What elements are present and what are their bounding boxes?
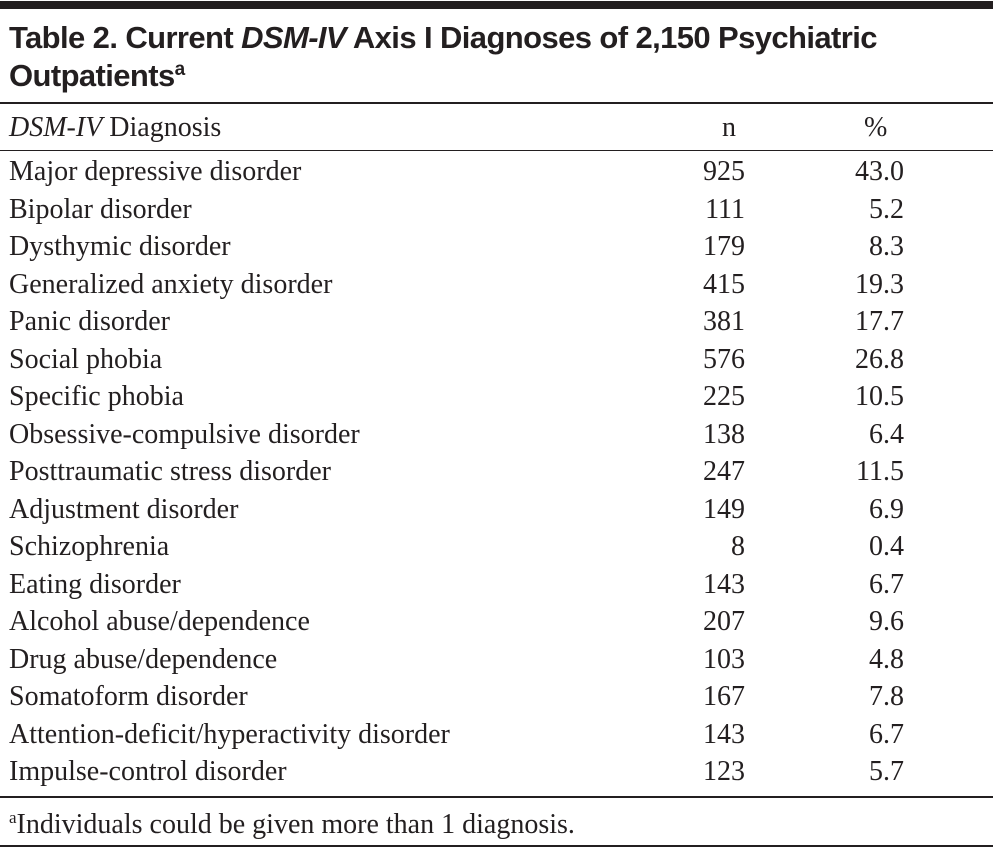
n-cell: 576	[703, 343, 745, 375]
table-row: Specific phobia 225 10.5	[0, 378, 993, 415]
percent-cell: 17.7	[855, 306, 904, 337]
percent-cell: 4.8	[869, 643, 904, 675]
table-row: Eating disorder 143 6.7	[0, 566, 993, 603]
top-thick-rule	[0, 1, 993, 9]
header-n: n	[722, 112, 736, 143]
diagnosis-cell: Generalized anxiety disorder	[9, 268, 333, 300]
bottom-rule	[0, 796, 993, 798]
percent-cell: 0.4	[869, 531, 904, 562]
percent-cell: 8.3	[869, 231, 904, 262]
percent-cell: 26.8	[855, 343, 904, 375]
title-suffix: Axis I Diagnoses of 2,150 Psychiatric	[346, 20, 878, 55]
n-cell: 247	[703, 456, 745, 487]
table-row: Alcohol abuse/dependence 207 9.6	[0, 603, 993, 640]
n-cell: 143	[703, 568, 745, 600]
footnote-marker: a	[9, 808, 17, 827]
percent-cell: 5.2	[869, 193, 904, 225]
n-cell: 149	[703, 493, 745, 525]
diagnosis-cell: Specific phobia	[9, 381, 184, 412]
table-row: Impulse-control disorder 123 5.7	[0, 753, 993, 790]
header-row: DSM-IV Diagnosis n %	[0, 109, 993, 146]
diagnosis-cell: Impulse-control disorder	[9, 756, 287, 787]
table-row: Dysthymic disorder 179 8.3	[0, 228, 993, 265]
header-rule	[0, 150, 993, 151]
percent-cell: 9.6	[869, 606, 904, 637]
table-row: Attention-deficit/hyperactivity disorder…	[0, 716, 993, 753]
header-diagnosis-rest: Diagnosis	[102, 112, 222, 143]
percent-cell: 19.3	[855, 268, 904, 300]
n-cell: 415	[703, 268, 745, 300]
diagnosis-cell: Schizophrenia	[9, 531, 170, 562]
percent-cell: 6.4	[869, 418, 904, 450]
table-row: Schizophrenia 8 0.4	[0, 528, 993, 565]
header-diagnosis-italic: DSM-IV	[9, 112, 103, 143]
diagnosis-cell: Bipolar disorder	[9, 193, 192, 225]
percent-cell: 6.7	[869, 718, 904, 750]
percent-cell: 11.5	[856, 456, 904, 487]
table-row: Bipolar disorder 111 5.2	[0, 191, 993, 228]
title-prefix: Table 2. Current	[9, 20, 242, 55]
diagnosis-cell: Panic disorder	[9, 306, 170, 337]
diagnosis-cell: Obsessive-compulsive disorder	[9, 418, 360, 450]
percent-cell: 5.7	[869, 756, 904, 787]
n-cell: 103	[703, 643, 745, 675]
footnote-text: Individuals could be given more than 1 d…	[16, 809, 575, 840]
percent-cell: 10.5	[855, 381, 904, 412]
n-cell: 179	[703, 231, 745, 262]
n-cell: 8	[731, 531, 745, 562]
diagnosis-cell: Somatoform disorder	[9, 681, 248, 712]
percent-cell: 43.0	[855, 156, 904, 187]
n-cell: 167	[703, 681, 745, 712]
n-cell: 925	[703, 156, 745, 187]
table-title: Table 2. Current DSM-IV Axis I Diagnoses…	[9, 20, 877, 56]
n-cell: 143	[703, 718, 745, 750]
title-line2: Outpatients	[9, 58, 175, 93]
table-title-line2: Outpatientsa	[9, 58, 185, 94]
diagnosis-cell: Posttraumatic stress disorder	[9, 456, 331, 487]
header-percent: %	[864, 112, 888, 143]
title-italic: DSM-IV	[241, 20, 347, 55]
footnote-rule	[0, 845, 993, 847]
footnote: aIndividuals could be given more than 1 …	[9, 806, 575, 843]
table-row: Drug abuse/dependence 103 4.8	[0, 641, 993, 678]
n-cell: 138	[703, 418, 745, 450]
n-cell: 381	[703, 306, 745, 337]
percent-cell: 6.7	[869, 568, 904, 600]
diagnosis-cell: Alcohol abuse/dependence	[9, 606, 310, 637]
table-row: Posttraumatic stress disorder 247 11.5	[0, 453, 993, 490]
table-row: Generalized anxiety disorder 415 19.3	[0, 266, 993, 303]
table-row: Somatoform disorder 167 7.8	[0, 678, 993, 715]
diagnosis-cell: Adjustment disorder	[9, 493, 239, 525]
header-diagnosis: DSM-IV Diagnosis	[9, 109, 221, 146]
percent-cell: 6.9	[869, 493, 904, 525]
percent-cell: 7.8	[869, 681, 904, 712]
table-row: Obsessive-compulsive disorder 138 6.4	[0, 416, 993, 453]
title-rule	[0, 102, 993, 104]
table-row: Panic disorder 381 17.7	[0, 303, 993, 340]
table-row: Major depressive disorder 925 43.0	[0, 153, 993, 190]
title-footnote-marker: a	[174, 59, 186, 80]
diagnosis-cell: Major depressive disorder	[9, 156, 302, 187]
diagnosis-cell: Social phobia	[9, 343, 163, 375]
n-cell: 225	[703, 381, 745, 412]
table-row: Adjustment disorder 149 6.9	[0, 491, 993, 528]
n-cell: 123	[703, 756, 745, 787]
table-row: Social phobia 576 26.8	[0, 341, 993, 378]
diagnosis-cell: Eating disorder	[9, 568, 181, 600]
diagnosis-cell: Drug abuse/dependence	[9, 643, 278, 675]
n-cell: 207	[703, 606, 745, 637]
diagnosis-cell: Attention-deficit/hyperactivity disorder	[9, 718, 450, 750]
n-cell: 111	[705, 193, 745, 225]
diagnosis-cell: Dysthymic disorder	[9, 231, 231, 262]
